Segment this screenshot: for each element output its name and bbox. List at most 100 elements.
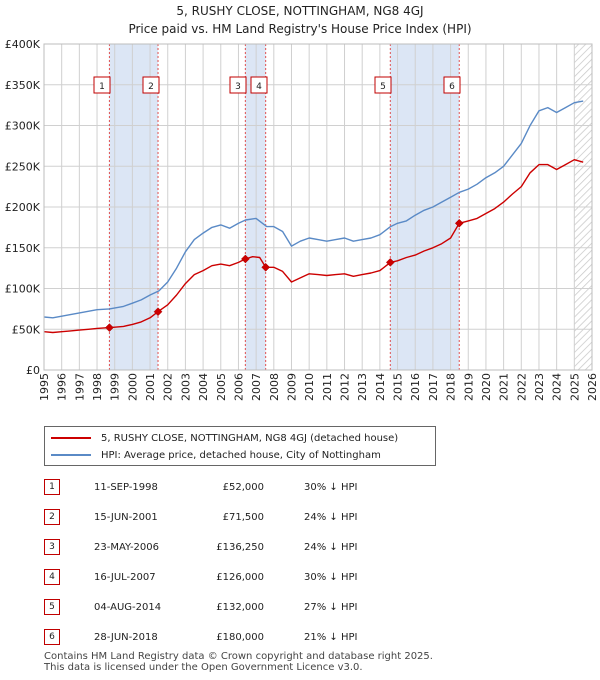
- sale-price: £180,000: [216, 631, 264, 643]
- sale-marker-box: [374, 76, 392, 94]
- table-row: 2 15-JUN-2001 £71,500 24% ↓ HPI: [44, 502, 357, 532]
- y-tick-label: £250K: [5, 160, 41, 173]
- sale-point: [385, 258, 395, 267]
- chart-subtitle: Price paid vs. HM Land Registry's House …: [128, 22, 472, 36]
- sale-hpi-diff: 30% ↓ HPI: [304, 481, 358, 493]
- legend-swatch-property: [51, 437, 91, 439]
- sale-marker-label: 1: [99, 82, 105, 92]
- sale-hpi-diff: 27% ↓ HPI: [304, 601, 358, 613]
- x-tick-label: 2016: [409, 373, 422, 401]
- legend-label-property: 5, RUSHY CLOSE, NOTTINGHAM, NG8 4GJ (det…: [101, 432, 399, 444]
- table-row: 4 16-JUL-2007 £126,000 30% ↓ HPI: [44, 562, 357, 592]
- sale-marker-box: [229, 76, 247, 94]
- sale-point: [153, 307, 163, 317]
- y-tick-label: £200K: [5, 201, 41, 214]
- x-tick-label: 1999: [109, 373, 122, 401]
- sale-number-badge: 4: [44, 569, 60, 585]
- legend-label-hpi: HPI: Average price, detached house, City…: [101, 449, 381, 461]
- legend-swatch-hpi: [51, 454, 91, 456]
- x-tick-label: 1997: [73, 373, 86, 401]
- price-chart: 1 2 3 4 5 6 £0 £50K £100K £150K £200K £250K £300K £3…: [5, 38, 599, 401]
- sale-hpi-diff: 24% ↓ HPI: [304, 541, 358, 553]
- y-tick-label: £350K: [5, 79, 41, 92]
- sale-marker-box: [93, 76, 111, 94]
- x-tick-label: 2021: [498, 373, 511, 401]
- sale-marker-label: 4: [256, 82, 262, 92]
- x-tick-label: 2022: [515, 373, 528, 401]
- legend-item-property: 5, RUSHY CLOSE, NOTTINGHAM, NG8 4GJ (det…: [51, 430, 398, 446]
- y-tick-label: £400K: [5, 38, 41, 51]
- sale-marker-box: [142, 76, 160, 94]
- x-tick-label: 2009: [285, 373, 298, 401]
- sale-date: 23-MAY-2006: [94, 541, 160, 553]
- footer: Contains HM Land Registry data © Crown c…: [44, 651, 433, 673]
- sale-number-badge: 1: [44, 479, 60, 495]
- plot-frame: [43, 43, 593, 371]
- x-tick-label: 2002: [162, 373, 175, 401]
- sale-point: [105, 323, 114, 332]
- sale-number-badge: 2: [44, 509, 60, 525]
- sale-date: 28-JUN-2018: [94, 631, 158, 643]
- sale-hpi-diff: 24% ↓ HPI: [304, 511, 358, 523]
- x-tick-label: 1998: [91, 373, 104, 401]
- x-tick-label: 2024: [551, 373, 564, 401]
- x-tick-label: 2017: [427, 373, 440, 401]
- x-tick-label: 1995: [38, 373, 51, 401]
- x-tick-label: 2014: [374, 373, 387, 401]
- x-tick-label: 2013: [356, 373, 369, 401]
- sale-marker-box: [250, 76, 268, 94]
- sale-number-badge: 3: [44, 539, 60, 555]
- sale-number-badge: 6: [44, 629, 60, 645]
- hpi-line: [44, 100, 584, 319]
- table-row: 1 11-SEP-1998 £52,000 30% ↓ HPI: [44, 472, 357, 502]
- x-tick-label: 2008: [268, 373, 281, 401]
- sale-date: 11-SEP-1998: [94, 481, 158, 493]
- x-tick-label: 2023: [533, 373, 546, 401]
- y-tick-label: £0: [26, 364, 40, 377]
- sale-date: 04-AUG-2014: [94, 601, 162, 613]
- x-tick-label: 2019: [462, 373, 475, 401]
- sale-date: 16-JUL-2007: [94, 571, 156, 583]
- sale-marker-label: 5: [380, 82, 386, 92]
- x-tick-label: 2001: [144, 373, 157, 401]
- sale-marker-label: 2: [148, 82, 154, 92]
- sale-marker-label: 6: [449, 82, 455, 92]
- x-tick-label: 2018: [445, 373, 458, 401]
- x-tick-label: 2011: [321, 373, 334, 401]
- sale-hpi-diff: 21% ↓ HPI: [304, 631, 358, 643]
- x-tick-label: 2007: [250, 373, 263, 401]
- sale-point: [261, 262, 271, 272]
- sale-price: £132,000: [216, 601, 264, 613]
- x-tick-label: 1996: [56, 373, 69, 401]
- sale-price: £126,000: [216, 571, 264, 583]
- y-tick-label: £300K: [5, 120, 41, 133]
- x-tick-label: 2026: [586, 373, 599, 401]
- sale-point: [454, 218, 464, 228]
- legend-item-hpi: HPI: Average price, detached house, City…: [51, 447, 381, 463]
- x-tick-label: 2015: [392, 373, 405, 401]
- x-tick-label: 2004: [197, 373, 210, 401]
- sale-number-badge: 5: [44, 599, 60, 615]
- chart-legend: 5, RUSHY CLOSE, NOTTINGHAM, NG8 4GJ (det…: [44, 426, 436, 466]
- table-row: 6 28-JUN-2018 £180,000 21% ↓ HPI: [44, 622, 357, 652]
- sale-price: £136,250: [216, 541, 264, 553]
- sale-hpi-diff: 30% ↓ HPI: [304, 571, 358, 583]
- x-tick-label: 2000: [126, 373, 139, 401]
- x-tick-label: 2005: [215, 373, 228, 401]
- sale-date: 15-JUN-2001: [94, 511, 158, 523]
- sale-price: £71,500: [222, 511, 264, 523]
- sale-price: £52,000: [222, 481, 264, 493]
- y-tick-label: £100K: [5, 283, 41, 296]
- x-tick-label: 2012: [339, 373, 352, 401]
- sale-point: [240, 254, 250, 264]
- y-tick-label: £150K: [5, 242, 41, 255]
- property-line: [44, 158, 584, 334]
- footer-copyright: Contains HM Land Registry data © Crown c…: [44, 651, 433, 662]
- sale-marker-box: [443, 76, 461, 94]
- footer-licence: This data is licensed under the Open Gov…: [44, 662, 363, 673]
- sale-marker-label: 3: [235, 82, 241, 92]
- table-row: 5 04-AUG-2014 £132,000 27% ↓ HPI: [44, 592, 357, 622]
- x-tick-label: 2010: [303, 373, 316, 401]
- x-tick-label: 2006: [232, 373, 245, 401]
- sales-table: 1 11-SEP-1998 £52,000 30% ↓ HPI 2 15-JUN…: [44, 472, 357, 652]
